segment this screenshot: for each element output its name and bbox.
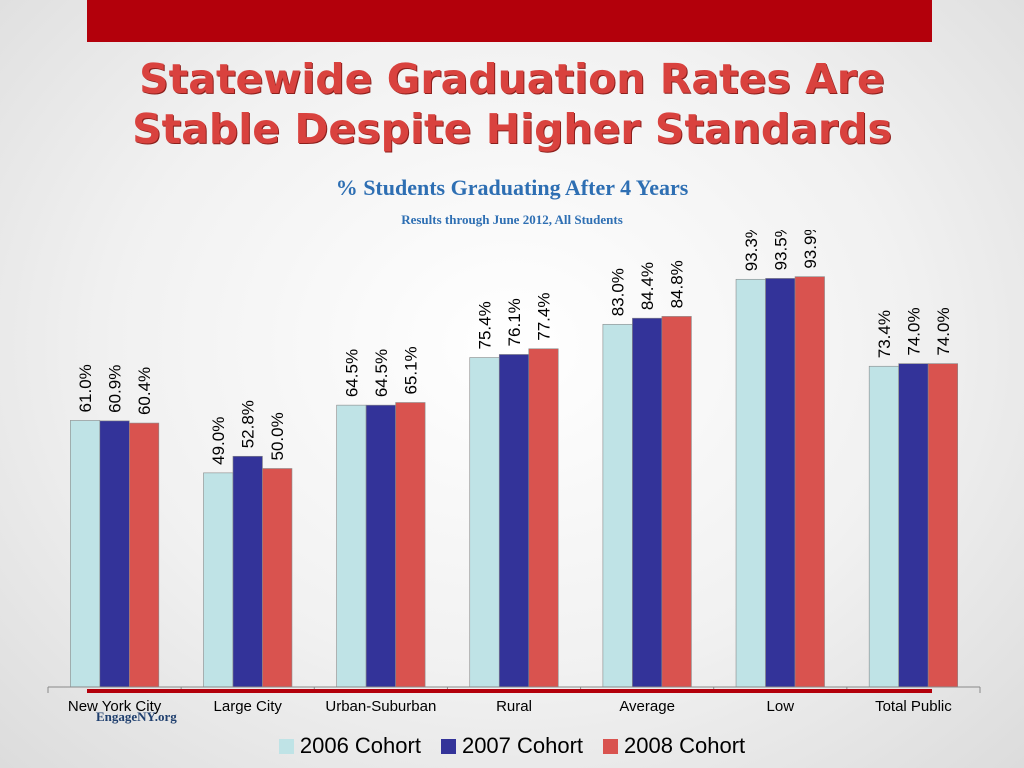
- data-label: 64.5%: [372, 349, 391, 397]
- chart-legend: 2006 Cohort 2007 Cohort 2008 Cohort: [0, 733, 1024, 759]
- footer-rule: [87, 689, 932, 693]
- bar: [232, 455, 263, 688]
- bar: [898, 363, 929, 688]
- bar: [735, 278, 766, 688]
- data-label: 84.4%: [638, 262, 657, 310]
- bar: [365, 404, 396, 688]
- bar: [661, 316, 692, 688]
- data-label: 83.0%: [609, 268, 628, 316]
- legend-item-2008: 2008 Cohort: [603, 733, 745, 759]
- category-label: Rural: [496, 698, 532, 715]
- data-label: 77.4%: [535, 293, 554, 341]
- data-label: 93.5%: [771, 230, 790, 270]
- category-label: New York City: [68, 698, 162, 715]
- bar-chart: 61.0% 60.9% 60.4% New York City 49.0% 52.8% 50…: [47, 230, 981, 715]
- bar: [129, 422, 160, 688]
- legend-label-2007: 2007 Cohort: [461, 733, 584, 758]
- bar: [203, 472, 234, 688]
- bar: [70, 420, 101, 688]
- data-label: 76.1%: [505, 298, 524, 346]
- data-label: 61.0%: [76, 364, 95, 412]
- bar: [794, 276, 825, 688]
- data-label: 93.3%: [742, 230, 761, 271]
- legend-label-2008: 2008 Cohort: [624, 733, 746, 758]
- data-label: 60.4%: [135, 367, 154, 415]
- chart-title: % Students Graduating After 4 Years: [335, 175, 689, 200]
- bar: [395, 402, 426, 688]
- data-label: 49.0%: [209, 417, 228, 465]
- category-label: Total Public: [875, 698, 952, 715]
- bar: [336, 404, 367, 688]
- category-label: Large City: [214, 698, 283, 715]
- legend-item-2006: 2006 Cohort: [278, 733, 421, 759]
- data-label: 50.0%: [268, 412, 287, 460]
- data-label: 74.0%: [934, 307, 953, 355]
- data-label: 74.0%: [904, 307, 923, 355]
- bar: [528, 348, 559, 688]
- bar: [765, 278, 796, 688]
- bar: [868, 365, 899, 688]
- category-label: Urban-Suburban: [325, 698, 436, 715]
- legend-swatch-2008: [603, 738, 619, 754]
- data-label: 75.4%: [476, 301, 495, 349]
- brand-label: EngageNY.org: [96, 709, 177, 724]
- legend-label-2006: 2006 Cohort: [299, 733, 421, 758]
- data-label: 52.8%: [239, 400, 258, 448]
- category-label: Low: [767, 698, 795, 715]
- legend-swatch-2007: [440, 738, 456, 754]
- bar: [469, 357, 500, 688]
- data-label: 60.9%: [106, 365, 125, 413]
- data-label: 65.1%: [401, 346, 420, 394]
- data-label: 73.4%: [875, 310, 894, 358]
- page-title: Statewide Graduation Rates Are Stable De…: [0, 54, 1024, 154]
- bar: [632, 317, 663, 688]
- bar: [262, 468, 293, 688]
- header-bar: [87, 0, 932, 42]
- data-label: 64.5%: [342, 349, 361, 397]
- legend-item-2007: 2007 Cohort: [440, 733, 584, 759]
- category-label: Average: [619, 698, 675, 715]
- chart-subtitle: Results through June 2012, All Students: [401, 212, 623, 227]
- bar: [99, 420, 130, 688]
- bar: [498, 354, 530, 688]
- title-line-2: Stable Despite Higher Standards: [132, 105, 892, 153]
- bar: [602, 323, 633, 688]
- data-label: 84.8%: [668, 260, 687, 308]
- title-line-1: Statewide Graduation Rates Are: [139, 55, 885, 103]
- legend-swatch-2006: [278, 738, 294, 754]
- data-label: 93.9%: [801, 230, 820, 269]
- bar: [927, 363, 958, 688]
